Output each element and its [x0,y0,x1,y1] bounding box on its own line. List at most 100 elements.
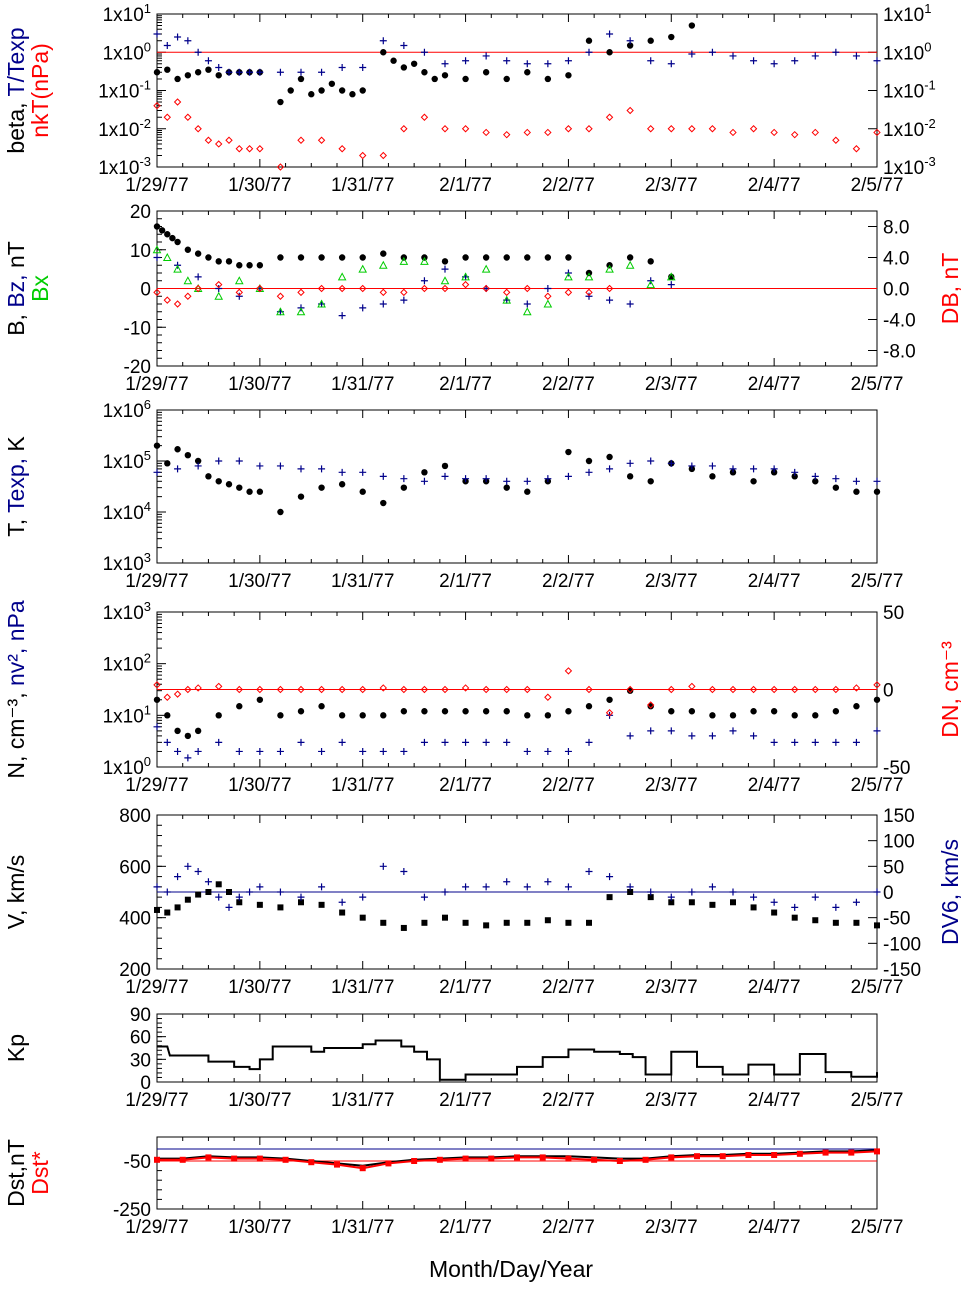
x-tick-label: 1/31/77 [331,571,394,592]
data-point [235,893,243,901]
data-point [606,49,613,56]
data-point [184,862,192,870]
data-point [585,738,593,746]
data-point [184,685,192,694]
y-axis-left: 1x106 1x105 1x104 1x103 [103,397,166,575]
data-point [853,919,860,926]
data-point [205,254,212,261]
data-point [873,477,881,485]
data-point [626,37,634,45]
data-point [256,747,264,755]
data-point [153,254,161,261]
data-point [503,738,511,746]
y-tick-label: 200 [119,960,151,981]
data-point [379,300,387,308]
x-tick-label: 1/31/77 [331,175,394,196]
data-point [729,888,737,896]
data-point [308,91,315,98]
data-point [246,262,253,269]
x-tick-label: 1/30/77 [228,175,291,196]
y-tick-label: 800 [119,806,151,827]
y-tick-label: -50 [124,1152,151,1173]
data-point [163,738,171,746]
data-point [791,738,799,746]
y-tick-label-right: 50 [883,857,904,878]
y-axis-label-right: DB, nT [937,253,963,325]
y-axis-left: 800 600 400 200 [119,806,166,981]
data-point [585,292,593,300]
data-point [503,57,511,65]
data-point [162,252,172,261]
data-point [215,682,223,691]
data-point [256,1155,263,1162]
data-point [215,285,223,292]
data-point [585,457,593,465]
data-point [584,272,594,281]
data-point [378,260,388,269]
data-point [832,685,840,694]
x-tick-label: 2/1/77 [439,374,492,395]
data-point [441,708,449,715]
data-point [421,708,428,715]
data-point [462,738,470,746]
data-point [400,475,408,483]
data-point [482,284,490,293]
data-point [626,883,634,891]
panel-beta-nkT: 1/29/77 1/30/77 1/31/77 2/1/77 2/2/77 2/3/77 2… [3,1,936,196]
data-point [770,128,778,137]
y-axis-label-right: DV6, km/s [937,839,963,945]
y-axis-label-left: V, km/s [3,855,29,930]
data-point [184,246,192,253]
data-point [385,1160,392,1167]
data-point [873,57,881,65]
data-point [616,1158,623,1164]
data-point [853,703,860,710]
data-point [153,30,161,38]
data-point [626,685,634,694]
y-tick-label: 1x102 [103,651,151,676]
x-tick-label: 2/5/77 [851,775,904,796]
data-point [750,465,758,473]
data-point [256,901,263,908]
data-point [297,685,305,694]
data-point [523,300,531,308]
data-point [380,49,387,56]
series-Dst- [154,1148,880,1172]
y-tick-label: 600 [119,857,151,878]
data-point [297,75,305,83]
data-point [523,747,531,755]
data-point [318,87,325,94]
data-point [647,701,655,709]
data-point [461,125,470,133]
x-tick-label: 1/31/77 [331,1090,394,1111]
data-point [318,703,325,710]
x-ticks: 1/29/77 1/30/77 1/31/77 2/1/77 2/2/77 2/3/77 2… [125,410,903,592]
data-point [729,712,737,719]
data-point [420,284,429,293]
data-point [441,738,449,746]
data-point [195,891,202,898]
data-point [154,1156,160,1163]
data-point [482,52,490,60]
data-point [667,60,675,68]
data-point [246,888,254,896]
data-point [225,481,233,488]
y-tick-label: 1x106 [103,397,151,422]
data-point [544,292,552,300]
data-point [565,1155,572,1162]
data-point [565,254,572,261]
data-point [400,747,408,755]
series-nv- [153,711,881,762]
data-point [503,685,511,694]
data-point [276,68,284,76]
y-tick-label-right: 150 [883,806,915,827]
data-point [204,878,212,886]
y-axis-label: Dst,nT [3,1139,29,1207]
data-point [791,130,799,139]
data-point [585,867,593,875]
data-point [832,903,840,911]
data-point [235,685,243,694]
data-point [400,484,408,491]
